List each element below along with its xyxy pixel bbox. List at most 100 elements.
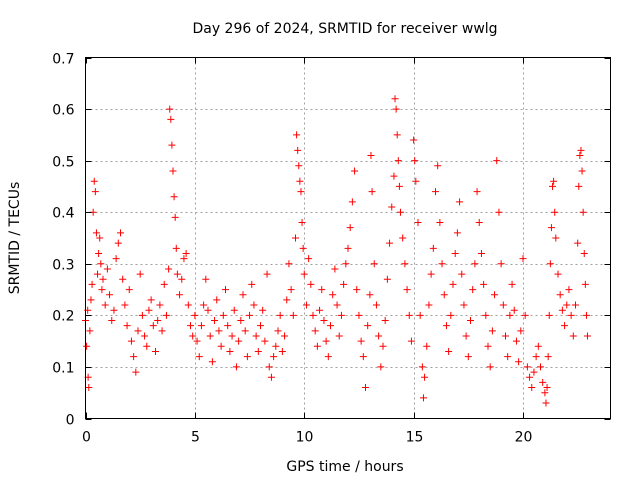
- data-point: [281, 332, 289, 340]
- data-point: [119, 275, 127, 283]
- data-point: [368, 188, 376, 196]
- data-point: [193, 337, 201, 345]
- y-tick-label: 0.5: [52, 155, 74, 171]
- data-point: [488, 327, 496, 335]
- data-point: [232, 363, 240, 371]
- data-point: [471, 260, 479, 268]
- data-point: [418, 363, 426, 371]
- data-point: [204, 306, 212, 314]
- data-point: [88, 280, 96, 288]
- data-point: [168, 141, 176, 149]
- data-point: [539, 378, 547, 386]
- data-point: [237, 317, 245, 325]
- data-point: [191, 311, 199, 319]
- data-point: [252, 332, 260, 340]
- x-axis-label: GPS time / hours: [286, 459, 403, 475]
- data-point: [386, 239, 394, 247]
- data-point: [145, 306, 153, 314]
- data-point: [324, 353, 332, 361]
- data-point: [565, 286, 573, 294]
- data-point: [285, 260, 293, 268]
- y-tick-label: 0.4: [52, 206, 74, 222]
- data-point: [532, 353, 540, 361]
- data-point: [243, 353, 251, 361]
- data-point: [98, 286, 106, 294]
- data-point: [265, 363, 273, 371]
- data-point: [414, 219, 422, 227]
- data-point: [410, 136, 418, 144]
- data-point: [510, 306, 518, 314]
- data-point: [182, 249, 190, 257]
- data-point: [173, 270, 181, 278]
- data-point: [569, 332, 577, 340]
- data-point: [467, 317, 474, 325]
- data-point: [197, 322, 205, 330]
- data-point: [432, 188, 439, 196]
- data-point: [305, 255, 313, 263]
- data-point: [283, 296, 291, 304]
- data-point: [357, 337, 365, 345]
- data-point: [132, 368, 140, 376]
- y-tick-label: 0.1: [52, 361, 74, 377]
- data-point: [331, 265, 339, 273]
- data-point: [582, 311, 590, 319]
- data-point: [442, 322, 450, 330]
- data-point: [526, 373, 534, 381]
- data-point: [152, 347, 159, 355]
- data-point: [447, 311, 455, 319]
- data-point: [541, 389, 549, 397]
- data-point: [397, 208, 404, 216]
- data-point: [372, 301, 380, 309]
- data-point: [158, 327, 166, 335]
- data-point: [558, 306, 566, 314]
- data-point: [136, 270, 144, 278]
- data-point: [270, 353, 278, 361]
- data-point: [344, 244, 352, 252]
- data-point: [278, 347, 286, 355]
- data-point: [106, 291, 114, 299]
- data-point: [267, 373, 275, 381]
- data-point: [180, 255, 188, 263]
- data-point: [567, 311, 575, 319]
- data-point: [504, 353, 512, 361]
- data-point: [491, 291, 499, 299]
- data-point: [299, 244, 307, 252]
- data-point: [517, 327, 525, 335]
- data-point: [322, 337, 330, 345]
- data-point: [423, 342, 431, 350]
- data-point: [544, 353, 552, 361]
- data-point: [584, 332, 592, 340]
- data-point: [224, 322, 232, 330]
- data-point: [295, 162, 303, 170]
- data-point: [309, 311, 317, 319]
- data-point: [92, 229, 100, 237]
- data-point: [530, 368, 538, 376]
- data-point: [241, 327, 249, 335]
- data-point: [272, 342, 280, 350]
- data-point: [327, 322, 334, 330]
- data-point: [515, 358, 523, 366]
- data-point: [477, 249, 485, 257]
- data-point: [412, 177, 420, 185]
- data-point: [395, 182, 403, 190]
- data-point: [556, 291, 564, 299]
- x-tick-label: 20: [515, 430, 533, 446]
- data-point: [552, 234, 560, 242]
- data-point: [123, 322, 131, 330]
- data-point: [353, 286, 361, 294]
- data-point: [554, 270, 562, 278]
- data-point: [112, 255, 120, 263]
- data-point: [351, 167, 359, 175]
- x-tick-label: 15: [406, 430, 424, 446]
- y-tick-label: 0.7: [52, 52, 74, 68]
- data-point: [580, 249, 588, 257]
- data-point: [202, 275, 210, 283]
- data-point: [329, 291, 337, 299]
- data-point: [149, 322, 157, 330]
- data-point: [381, 317, 389, 325]
- data-point: [141, 332, 149, 340]
- x-tick-label: 10: [296, 430, 314, 446]
- data-point: [340, 280, 348, 288]
- data-point: [184, 301, 192, 309]
